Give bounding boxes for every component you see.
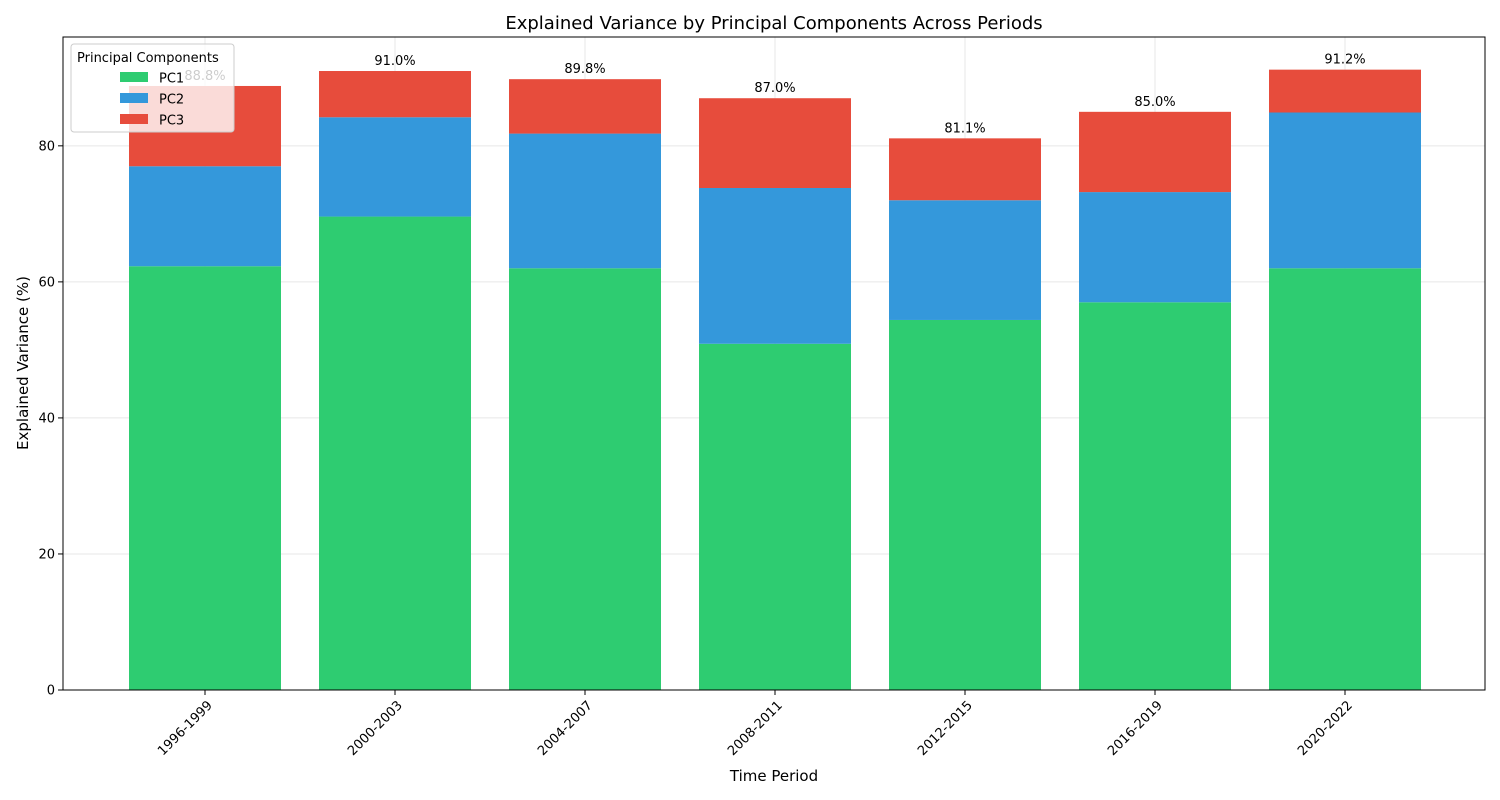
y-tick-label: 80	[38, 139, 55, 154]
y-tick-label: 0	[47, 684, 55, 699]
bar-total-label: 81.1%	[944, 121, 985, 136]
x-tick-label: 2020-2022	[1295, 698, 1356, 759]
legend: Principal Components PC1 PC2 PC3	[70, 43, 235, 133]
legend-label-pc1: PC1	[159, 72, 184, 87]
x-tick-label: 2012-2015	[915, 698, 976, 759]
legend-box	[70, 43, 235, 133]
legend-swatch-pc2	[120, 93, 148, 103]
x-tick-label: 2004-2007	[535, 698, 596, 759]
y-axis-label: Explained Variance (%)	[14, 276, 32, 450]
bar-pc1	[319, 216, 471, 690]
legend-items: PC1 PC2 PC3	[120, 72, 184, 129]
bar-total-label: 87.0%	[754, 81, 795, 96]
y-tick-label: 60	[38, 275, 55, 290]
x-tick-label: 1996-1999	[155, 698, 216, 759]
y-tick-label: 40	[38, 411, 55, 426]
legend-label-pc2: PC2	[159, 93, 184, 108]
bar-pc1	[889, 319, 1041, 690]
bar-pc2	[1269, 112, 1421, 269]
bar-pc2	[1079, 192, 1231, 303]
legend-label-pc3: PC3	[159, 114, 184, 129]
bar-pc2	[699, 188, 851, 344]
bar-pc1	[699, 343, 851, 690]
bar-pc3	[699, 98, 851, 189]
x-tick-label: 2008-2011	[725, 698, 786, 759]
bars	[129, 69, 1421, 690]
bar-pc3	[509, 79, 661, 134]
legend-swatch-pc3	[120, 114, 148, 124]
bar-pc3	[319, 71, 471, 118]
bar-pc2	[509, 133, 661, 269]
legend-title: Principal Components	[77, 51, 219, 66]
bar-pc2	[889, 200, 1041, 320]
bar-pc1	[509, 268, 661, 690]
bar-total-label: 91.0%	[374, 54, 415, 69]
y-tick-label: 20	[38, 547, 55, 562]
bar-total-label: 91.2%	[1324, 53, 1365, 68]
x-axis-label: Time Period	[729, 767, 818, 785]
bar-pc3	[1079, 111, 1231, 193]
bar-total-label: 89.8%	[564, 62, 605, 77]
legend-swatch-pc1	[120, 72, 148, 82]
bar-pc3	[1269, 69, 1421, 113]
bar-pc1	[1079, 302, 1231, 690]
chart-title: Explained Variance by Principal Componen…	[505, 13, 1042, 34]
bar-pc1	[129, 266, 281, 690]
x-tick-label: 2016-2019	[1105, 698, 1166, 759]
bar-pc2	[129, 166, 281, 267]
bar-total-label: 85.0%	[1134, 95, 1175, 110]
plot-frame	[62, 36, 1486, 691]
bar-pc2	[319, 117, 471, 217]
bar-pc1	[1269, 268, 1421, 690]
x-tick-label: 2000-2003	[345, 698, 406, 759]
bar-pc3	[889, 138, 1041, 201]
